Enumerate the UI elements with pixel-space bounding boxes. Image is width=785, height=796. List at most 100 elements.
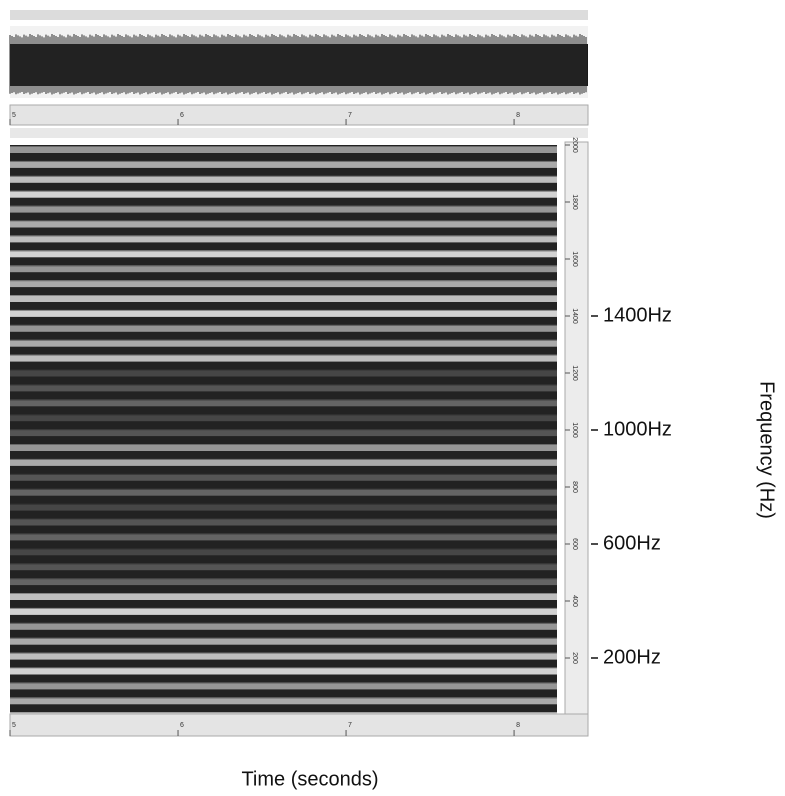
- band-glow: [10, 712, 557, 714]
- band: [10, 147, 557, 153]
- band-glow: [10, 652, 557, 654]
- band-glow: [10, 429, 557, 431]
- band: [10, 579, 557, 586]
- band-glow: [10, 473, 557, 475]
- y-tick-label: 600: [571, 538, 578, 550]
- x-tick-label: 7: [348, 722, 352, 729]
- annotation-label: 600Hz: [603, 532, 661, 554]
- band: [10, 325, 557, 332]
- band-glow: [10, 280, 557, 282]
- band: [10, 489, 557, 496]
- band: [10, 221, 557, 228]
- band: [10, 370, 557, 377]
- band-glow: [10, 369, 557, 371]
- band-glow: [10, 235, 557, 237]
- y-tick-label: 1800: [571, 194, 578, 210]
- y-tick-label: 800: [571, 481, 578, 493]
- band: [10, 206, 557, 213]
- band-glow: [10, 503, 557, 505]
- band-glow: [10, 622, 557, 624]
- band-glow: [10, 384, 557, 386]
- band-glow: [10, 682, 557, 684]
- band-glow: [10, 563, 557, 565]
- band: [10, 296, 557, 302]
- x-tick-label: 5: [12, 112, 16, 119]
- band-glow: [10, 146, 557, 147]
- band-glow: [10, 548, 557, 550]
- band-glow: [10, 593, 557, 594]
- divider-strip: [10, 128, 588, 138]
- y-tick-label: 1000: [571, 422, 578, 438]
- waveform-body: [10, 44, 588, 86]
- band-glow: [10, 607, 557, 609]
- y-tick-label: 1200: [571, 365, 578, 381]
- y-axis-title: Frequency (Hz): [756, 381, 778, 519]
- band: [10, 281, 557, 288]
- y-tick-label: 2000: [571, 137, 578, 153]
- x-axis-title: Time (seconds): [241, 768, 378, 790]
- band: [10, 385, 557, 392]
- x-tick-label: 5: [12, 722, 16, 729]
- band: [10, 608, 557, 615]
- band-glow: [10, 667, 557, 669]
- band: [10, 340, 557, 347]
- y-tick-label: 400: [571, 595, 578, 607]
- band: [10, 638, 557, 645]
- band-glow: [10, 339, 557, 341]
- band-glow: [10, 309, 557, 311]
- band: [10, 519, 557, 526]
- band-glow: [10, 518, 557, 520]
- annotation-label: 200Hz: [603, 646, 661, 668]
- band-glow: [10, 190, 557, 192]
- band-glow: [10, 295, 557, 296]
- band: [10, 594, 557, 600]
- band: [10, 191, 557, 198]
- band-glow: [10, 697, 557, 699]
- band: [10, 251, 557, 258]
- band-glow: [10, 205, 557, 207]
- band: [10, 445, 557, 451]
- band: [10, 698, 557, 705]
- x-tick-label: 6: [180, 112, 184, 119]
- band: [10, 355, 557, 362]
- annotation-label: 1400Hz: [603, 304, 672, 326]
- band: [10, 415, 557, 422]
- band-glow: [10, 265, 557, 267]
- x-tick-label: 8: [516, 112, 520, 119]
- band-glow: [10, 160, 557, 162]
- band-glow: [10, 399, 557, 401]
- time-ruler-top: [9, 104, 589, 126]
- band: [10, 549, 557, 556]
- y-tick-label: 1600: [571, 251, 578, 267]
- x-tick-label: 8: [516, 722, 520, 729]
- band: [10, 161, 557, 168]
- band: [10, 176, 557, 183]
- band-glow: [10, 444, 557, 445]
- x-tick-label: 7: [348, 112, 352, 119]
- annotation-label: 1000Hz: [603, 418, 672, 440]
- band-glow: [10, 175, 557, 177]
- waveform: [9, 34, 588, 95]
- toolbar-strip: [10, 10, 588, 20]
- band-glow: [10, 578, 557, 580]
- band: [10, 459, 557, 466]
- band: [10, 564, 557, 571]
- band: [10, 266, 557, 273]
- y-tick-label: 1400: [571, 308, 578, 324]
- band: [10, 430, 557, 437]
- band-glow: [10, 354, 557, 356]
- band: [10, 400, 557, 407]
- x-tick-label: 6: [180, 722, 184, 729]
- band-glow: [10, 488, 557, 490]
- band: [10, 236, 557, 243]
- y-tick-label: 200: [571, 652, 578, 664]
- band-glow: [10, 533, 557, 535]
- band: [10, 474, 557, 481]
- band: [10, 668, 557, 675]
- band: [10, 683, 557, 690]
- band: [10, 653, 557, 660]
- band-glow: [10, 220, 557, 222]
- spectrogram-bands: [10, 146, 557, 714]
- band: [10, 623, 557, 630]
